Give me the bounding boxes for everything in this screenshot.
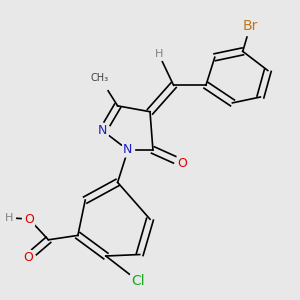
Text: O: O bbox=[178, 157, 187, 170]
Text: O: O bbox=[23, 251, 33, 264]
Text: CH₃: CH₃ bbox=[91, 73, 109, 83]
Text: Br: Br bbox=[242, 19, 258, 33]
Text: Cl: Cl bbox=[131, 274, 145, 288]
Text: N: N bbox=[123, 143, 133, 157]
Text: H: H bbox=[154, 49, 163, 59]
Text: O: O bbox=[24, 213, 34, 226]
Text: N: N bbox=[98, 124, 108, 137]
Text: H: H bbox=[4, 213, 13, 223]
